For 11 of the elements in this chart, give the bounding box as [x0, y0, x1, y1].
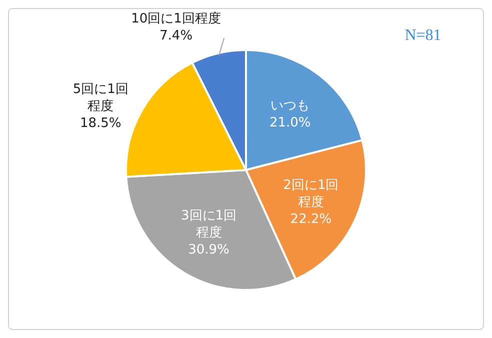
data-label: 22.2%	[290, 212, 332, 228]
slice-label: 2回に1回程度	[283, 178, 339, 210]
slice-label: 10回に1回程度	[131, 10, 221, 26]
slice-label: 5回に1回程度	[72, 82, 128, 114]
slice-label: 3回に1回程度	[180, 208, 237, 241]
slice-label: いつも	[270, 98, 310, 114]
data-label: 21.0%	[269, 116, 311, 131]
data-label: 7.4%	[160, 28, 193, 44]
data-label: 18.5%	[80, 116, 122, 131]
text: N=81	[404, 27, 442, 44]
data-label: 30.9%	[188, 242, 230, 258]
